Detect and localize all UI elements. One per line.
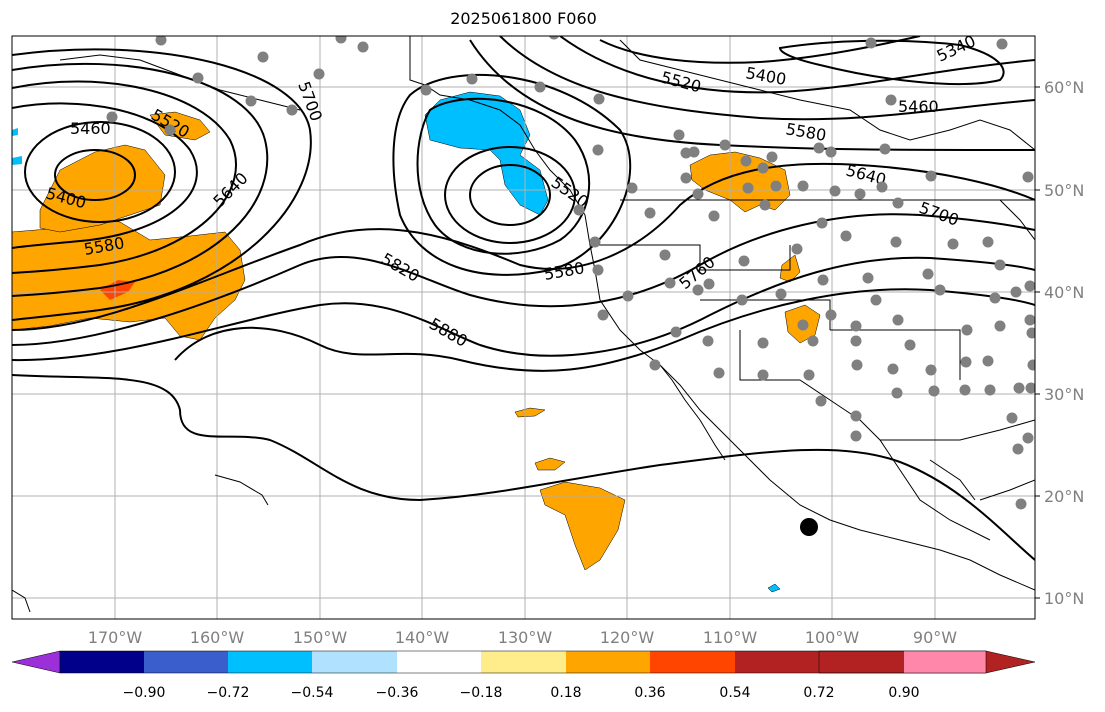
colorbar: −0.90 −0.72 −0.54 −0.36 −0.18 0.18 0.36 … [11,650,1036,701]
contour-label: 5460 [898,97,939,116]
contour-label: 5880 [426,314,471,351]
map-frame [11,35,1036,620]
latitude-label: 50°N [1044,181,1084,200]
positive-anomaly-region [539,481,626,571]
contour-label: 5700 [917,198,962,230]
colorbar-segment [904,651,986,673]
longitude-label: 110°W [703,628,758,647]
contour-label: 5580 [542,258,585,284]
negative-anomaly-region [767,583,781,593]
colorbar-segment [228,651,312,673]
longitude-axis: 170°W 160°W 150°W 140°W 130°W 120°W 110°… [88,628,957,647]
latitude-label: 10°N [1044,589,1084,608]
contour-label: 5520 [659,68,703,97]
longitude-label: 160°W [190,628,245,647]
colorbar-segment [566,651,650,673]
contour-line [12,48,312,321]
contour-label: 5520 [148,105,193,142]
longitude-label: 90°W [913,628,957,647]
contour-line [559,36,1035,94]
colorbar-tick-label: −0.36 [376,685,419,701]
contour-line [499,36,1035,121]
colorbar-segment [735,651,819,673]
contour-label: 5400 [744,63,787,89]
longitude-label: 130°W [498,628,553,647]
colorbar-tick-label: 0.72 [803,685,834,701]
longitude-label: 140°W [395,628,450,647]
longitude-label: 150°W [293,628,348,647]
contour-line [12,162,1035,331]
contour-line [416,97,591,255]
colorbar-segment [312,651,397,673]
contour-line [12,213,1035,346]
colorbar-tick-label: −0.72 [207,685,250,701]
contour-label: 5820 [378,249,423,286]
positive-anomaly-region [149,111,211,141]
colorbar-tick-label: 0.18 [550,685,581,701]
contour-line [12,80,237,274]
colorbar-tick-label: 0.36 [634,685,665,701]
contour-line [54,149,136,201]
negative-anomaly-region [12,128,18,136]
contour-line [12,102,198,249]
colorbar-tick-label: −0.90 [123,685,166,701]
contour-label: 5460 [70,119,111,138]
colorbar-extend-left [11,650,61,674]
latitude-label: 30°N [1044,385,1084,404]
longitude-label: 120°W [600,628,655,647]
colorbar-tick-label: 0.54 [719,685,750,701]
contour-line [12,374,1035,561]
contour-line [444,146,576,244]
colorbar-segment [650,651,735,673]
map-area: 5340 5400 5400 5460 5460 5520 5520 5520 … [12,36,1035,619]
positive-anomaly-region [514,407,546,418]
latitude-label: 40°N [1044,283,1084,302]
colorbar-segment [60,651,144,673]
contour-line [12,62,269,297]
map-title: 2025061800 F060 [450,9,597,28]
height-contours [12,36,1035,561]
coastlines [12,36,1035,613]
contour-line [12,256,1035,362]
contour-label: 5580 [784,119,827,145]
contour-label: 5700 [294,79,326,124]
latitude-label: 20°N [1044,487,1084,506]
strong-positive-anomaly-region [100,280,135,300]
contour-line [469,164,551,226]
contour-line [174,288,1035,372]
contour-line [778,39,1005,86]
colorbar-segment [481,651,566,673]
latitude-label: 60°N [1044,78,1084,97]
colorbar-segment [144,651,228,673]
contour-line [392,73,632,276]
colorbar-tick-label: −0.54 [291,685,334,701]
storm-center-marker [800,518,818,536]
negative-anomaly-region [424,91,549,216]
colorbar-tick-label: −0.18 [460,685,503,701]
negative-anomaly-region [12,156,22,165]
colorbar-segment [397,651,481,673]
longitude-label: 170°W [88,628,143,647]
contour-line [599,36,921,64]
station-markers [106,36,1035,510]
latitude-axis: 60°N 50°N 40°N 30°N 20°N 10°N [1035,78,1084,608]
positive-anomaly-region [534,457,566,471]
colorbar-tick-label: 0.90 [888,685,919,701]
longitude-label: 100°W [805,628,860,647]
contour-line [24,121,176,223]
